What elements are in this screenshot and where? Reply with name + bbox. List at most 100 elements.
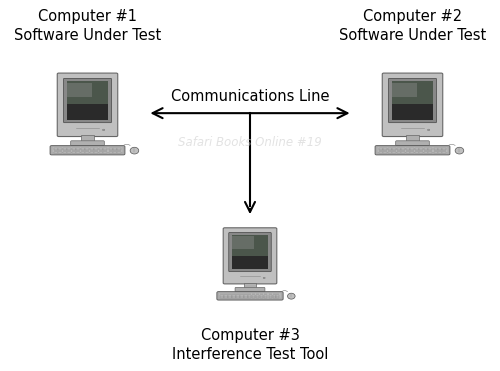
Bar — [414, 152, 418, 153]
Bar — [98, 148, 102, 149]
FancyBboxPatch shape — [219, 293, 281, 298]
Bar — [276, 294, 280, 295]
FancyBboxPatch shape — [229, 233, 271, 272]
Text: Computer #3
Interference Test Tool: Computer #3 Interference Test Tool — [172, 328, 328, 362]
Bar — [269, 295, 272, 296]
Bar — [224, 295, 228, 296]
Bar — [76, 152, 80, 153]
Bar — [434, 148, 438, 149]
Bar — [264, 294, 268, 295]
Bar — [228, 296, 232, 297]
Bar — [80, 152, 84, 153]
Text: Communications Line: Communications Line — [171, 89, 329, 104]
Bar — [256, 295, 260, 296]
Bar — [236, 296, 240, 297]
Bar — [94, 148, 98, 149]
Bar — [406, 135, 419, 141]
FancyBboxPatch shape — [52, 147, 122, 152]
Bar — [228, 294, 232, 295]
Bar — [419, 148, 423, 149]
Bar — [109, 148, 112, 149]
FancyBboxPatch shape — [64, 78, 112, 123]
FancyBboxPatch shape — [396, 141, 430, 146]
Bar — [252, 295, 256, 296]
Bar — [67, 152, 71, 153]
Bar — [410, 148, 414, 149]
Bar — [76, 148, 80, 149]
Bar — [90, 152, 94, 153]
Bar — [260, 296, 264, 297]
Bar — [392, 81, 432, 120]
Bar — [228, 295, 232, 296]
Bar — [406, 148, 409, 149]
Ellipse shape — [455, 147, 464, 154]
Bar — [388, 152, 392, 153]
Bar — [438, 148, 442, 149]
Bar — [244, 294, 248, 295]
Bar — [54, 148, 58, 149]
Bar — [113, 152, 116, 153]
Bar — [272, 294, 276, 295]
Bar — [240, 294, 244, 295]
Bar — [396, 152, 400, 153]
Bar — [401, 148, 405, 149]
Bar — [442, 152, 446, 153]
Bar — [383, 148, 387, 149]
Bar — [244, 283, 256, 288]
Bar — [117, 152, 121, 153]
Bar — [424, 148, 428, 149]
Bar — [383, 152, 387, 153]
Bar — [442, 148, 446, 149]
Bar — [406, 152, 409, 153]
Bar — [272, 296, 276, 297]
Bar — [252, 296, 256, 297]
Bar — [256, 294, 260, 295]
Bar — [98, 152, 102, 153]
Bar — [269, 296, 272, 297]
Bar — [256, 296, 260, 297]
Bar — [67, 148, 71, 149]
Bar — [62, 148, 66, 149]
Ellipse shape — [102, 129, 105, 131]
Bar — [236, 294, 240, 295]
Bar — [240, 296, 244, 297]
FancyBboxPatch shape — [375, 146, 450, 155]
FancyBboxPatch shape — [217, 292, 283, 300]
Bar — [276, 296, 280, 297]
Bar — [252, 294, 256, 295]
Bar — [224, 296, 228, 297]
Bar — [85, 152, 89, 153]
FancyBboxPatch shape — [50, 146, 125, 155]
Bar — [81, 135, 94, 141]
Bar — [392, 152, 396, 153]
Bar — [428, 152, 432, 153]
Bar — [62, 152, 66, 153]
Bar — [388, 148, 392, 149]
Bar — [410, 152, 414, 153]
Bar — [85, 148, 89, 149]
Ellipse shape — [428, 129, 430, 131]
Bar — [232, 295, 235, 296]
Text: Safari Books Online #19: Safari Books Online #19 — [178, 136, 322, 150]
FancyBboxPatch shape — [382, 73, 443, 137]
Bar — [276, 295, 280, 296]
Bar — [103, 148, 107, 149]
Ellipse shape — [263, 277, 265, 279]
Text: Computer #1
Software Under Test: Computer #1 Software Under Test — [14, 9, 161, 43]
Bar — [72, 148, 76, 149]
FancyBboxPatch shape — [378, 147, 448, 152]
Bar — [232, 294, 235, 295]
Bar — [248, 296, 252, 297]
Bar — [72, 152, 76, 153]
Bar — [248, 294, 252, 295]
Bar — [378, 148, 382, 149]
Bar — [272, 295, 276, 296]
Bar — [58, 148, 62, 149]
Bar — [392, 83, 416, 96]
Bar — [58, 152, 62, 153]
FancyBboxPatch shape — [70, 141, 104, 146]
Bar — [68, 83, 92, 96]
Bar — [103, 152, 107, 153]
Bar — [54, 152, 58, 153]
Bar — [232, 296, 235, 297]
